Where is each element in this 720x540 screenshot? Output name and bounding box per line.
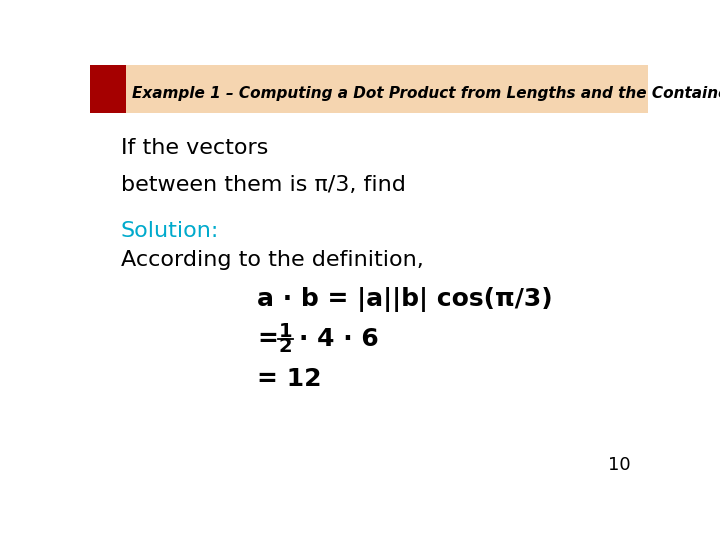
- FancyBboxPatch shape: [90, 65, 126, 113]
- Text: = 12: = 12: [258, 367, 322, 391]
- Text: a · b = |a||b| cos(π/3): a · b = |a||b| cos(π/3): [258, 287, 553, 312]
- Text: 1: 1: [279, 322, 292, 341]
- Text: According to the definition,: According to the definition,: [121, 250, 423, 270]
- Text: Example 1 – Computing a Dot Product from Lengths and the Contained Angle: Example 1 – Computing a Dot Product from…: [132, 86, 720, 101]
- Text: 10: 10: [608, 456, 630, 474]
- Text: between them is π/3, find: between them is π/3, find: [121, 176, 413, 195]
- Text: 2: 2: [279, 337, 292, 356]
- Text: · 4 · 6: · 4 · 6: [299, 327, 379, 351]
- Text: If the vectors: If the vectors: [121, 138, 275, 158]
- Text: Solution:: Solution:: [121, 221, 219, 241]
- FancyBboxPatch shape: [90, 65, 648, 113]
- Text: =: =: [258, 327, 278, 351]
